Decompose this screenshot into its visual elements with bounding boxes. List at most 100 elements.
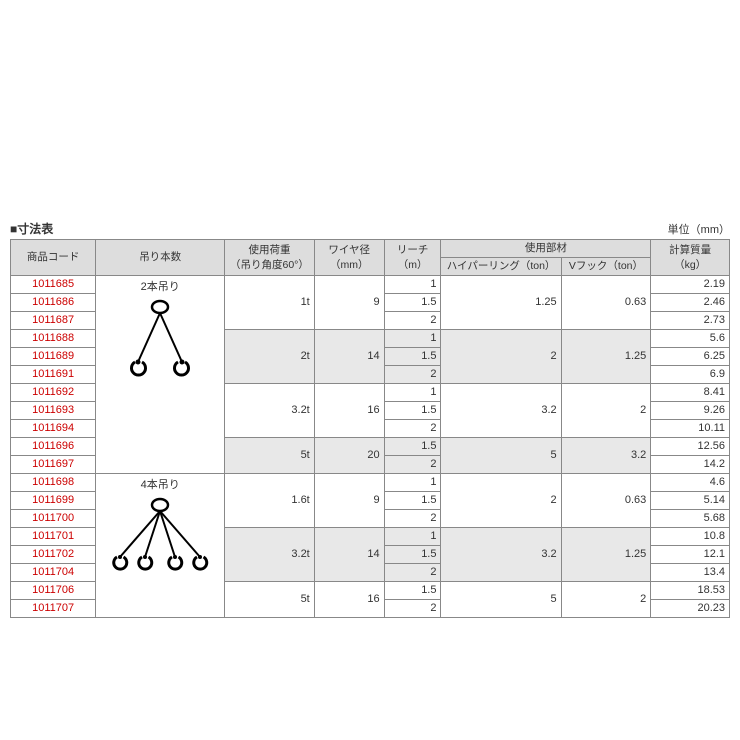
cell-hook: 1.25 [561, 330, 651, 384]
cell-load: 3.2t [225, 528, 315, 582]
th-hook: Vフック（ton） [561, 258, 651, 276]
table-title: ■寸法表 [10, 220, 53, 237]
cell-hook: 3.2 [561, 438, 651, 474]
cell-reach: 1.5 [384, 546, 441, 564]
cell-reach: 2 [384, 456, 441, 474]
cell-wire: 16 [314, 582, 384, 618]
cell-hook: 2 [561, 582, 651, 618]
cell-reach: 2 [384, 510, 441, 528]
cell-wire: 9 [314, 276, 384, 330]
cell-ring: 3.2 [441, 528, 561, 582]
sling-label-four: 4本吊り [100, 478, 220, 493]
table-row: 10116984本吊り1.6t9120.634.6 [11, 474, 730, 492]
cell-reach: 2 [384, 420, 441, 438]
cell-code: 1011698 [11, 474, 96, 492]
cell-ring: 2 [441, 474, 561, 528]
cell-ring: 5 [441, 582, 561, 618]
cell-hook: 1.25 [561, 528, 651, 582]
cell-mass: 20.23 [651, 600, 730, 618]
cell-hook: 0.63 [561, 276, 651, 330]
table-head: 商品コード 吊り本数 使用荷重（吊り角度60°） ワイヤ径（mm） リーチ（m）… [11, 240, 730, 276]
unit-label: 単位（mm） [668, 221, 730, 237]
cell-mass: 12.1 [651, 546, 730, 564]
cell-code: 1011697 [11, 456, 96, 474]
cell-hook: 0.63 [561, 474, 651, 528]
th-parts: 使用部材 [441, 240, 651, 258]
cell-code: 1011707 [11, 600, 96, 618]
cell-load: 1.6t [225, 474, 315, 528]
cell-load: 3.2t [225, 384, 315, 438]
cell-reach: 1 [384, 276, 441, 294]
cell-code: 1011704 [11, 564, 96, 582]
cell-reach: 1 [384, 474, 441, 492]
cell-load: 5t [225, 438, 315, 474]
cell-mass: 9.26 [651, 402, 730, 420]
th-code: 商品コード [11, 240, 96, 276]
cell-hook: 2 [561, 384, 651, 438]
cell-mass: 18.53 [651, 582, 730, 600]
cell-reach: 2 [384, 600, 441, 618]
cell-code: 1011694 [11, 420, 96, 438]
cell-reach: 1.5 [384, 492, 441, 510]
th-load: 使用荷重（吊り角度60°） [225, 240, 315, 276]
cell-ring: 5 [441, 438, 561, 474]
cell-load: 5t [225, 582, 315, 618]
cell-wire: 20 [314, 438, 384, 474]
cell-mass: 5.6 [651, 330, 730, 348]
cell-reach: 1 [384, 384, 441, 402]
cell-mass: 2.19 [651, 276, 730, 294]
th-mass: 計算質量（kg） [651, 240, 730, 276]
cell-wire: 16 [314, 384, 384, 438]
cell-mass: 6.25 [651, 348, 730, 366]
cell-reach: 1.5 [384, 294, 441, 312]
cell-code: 1011700 [11, 510, 96, 528]
cell-reach: 1.5 [384, 438, 441, 456]
cell-code: 1011691 [11, 366, 96, 384]
sling-cell-two: 2本吊り [96, 276, 225, 474]
cell-reach: 1 [384, 330, 441, 348]
cell-wire: 14 [314, 330, 384, 384]
cell-code: 1011689 [11, 348, 96, 366]
cell-reach: 2 [384, 366, 441, 384]
cell-mass: 2.73 [651, 312, 730, 330]
cell-code: 1011688 [11, 330, 96, 348]
cell-reach: 2 [384, 312, 441, 330]
cell-reach: 2 [384, 564, 441, 582]
title-row: ■寸法表 単位（mm） [10, 220, 730, 237]
th-wire: ワイヤ径（mm） [314, 240, 384, 276]
cell-load: 1t [225, 276, 315, 330]
cell-code: 1011706 [11, 582, 96, 600]
cell-mass: 8.41 [651, 384, 730, 402]
cell-reach: 1 [384, 528, 441, 546]
cell-reach: 1.5 [384, 348, 441, 366]
cell-code: 1011702 [11, 546, 96, 564]
cell-code: 1011687 [11, 312, 96, 330]
cell-mass: 2.46 [651, 294, 730, 312]
cell-mass: 12.56 [651, 438, 730, 456]
cell-code: 1011701 [11, 528, 96, 546]
cell-mass: 10.11 [651, 420, 730, 438]
th-ring: ハイパーリング（ton） [441, 258, 561, 276]
cell-ring: 3.2 [441, 384, 561, 438]
table-container: ■寸法表 単位（mm） 商品コード 吊り本数 使用荷重（吊り角度60°） ワイヤ… [10, 220, 730, 618]
cell-mass: 5.68 [651, 510, 730, 528]
cell-reach: 1.5 [384, 402, 441, 420]
sling-label-two: 2本吊り [100, 280, 220, 295]
cell-mass: 6.9 [651, 366, 730, 384]
sling-cell-four: 4本吊り [96, 474, 225, 618]
cell-ring: 1.25 [441, 276, 561, 330]
cell-reach: 1.5 [384, 582, 441, 600]
cell-mass: 4.6 [651, 474, 730, 492]
cell-code: 1011699 [11, 492, 96, 510]
spec-table: 商品コード 吊り本数 使用荷重（吊り角度60°） ワイヤ径（mm） リーチ（m）… [10, 239, 730, 618]
cell-code: 1011685 [11, 276, 96, 294]
cell-code: 1011696 [11, 438, 96, 456]
cell-code: 1011693 [11, 402, 96, 420]
cell-mass: 13.4 [651, 564, 730, 582]
cell-mass: 10.8 [651, 528, 730, 546]
cell-wire: 9 [314, 474, 384, 528]
cell-ring: 2 [441, 330, 561, 384]
page: ■寸法表 単位（mm） 商品コード 吊り本数 使用荷重（吊り角度60°） ワイヤ… [0, 0, 740, 740]
cell-mass: 5.14 [651, 492, 730, 510]
th-reach: リーチ（m） [384, 240, 441, 276]
